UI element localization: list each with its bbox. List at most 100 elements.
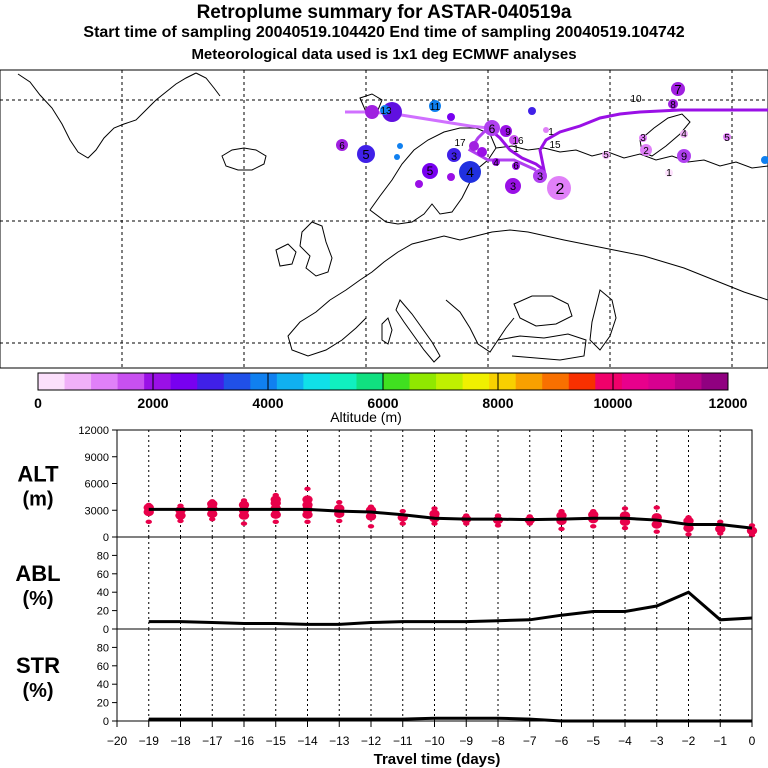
colorbar-ticks: 0 2000 4000 6000 8000 10000 12000 [34,373,748,411]
cluster-label: 4 [681,129,687,140]
cluster-label: 1 [666,168,672,179]
coastline-caspian [589,289,617,351]
cluster-circle [665,169,673,177]
str-ylabel-unit: (%) [22,680,53,702]
colorbar-cell [436,373,464,390]
alt-scatter-point [653,505,660,510]
map-frame [0,69,768,369]
altitude-colorbar: 0 2000 4000 6000 8000 10000 12000 Altitude (m) [34,372,748,425]
colorbar-tick-label: 12000 [709,395,748,411]
cluster-circle [365,105,379,119]
retroplume-map: 7 10 8 13 11 6 5 17 4 5 3 3 3 2 6 1 15 3… [0,69,768,369]
cluster-circle [509,135,519,145]
alt-scatter-point [429,509,440,519]
coastline-balkans [445,299,515,353]
coastline-turkey [497,333,587,361]
colorbar-tick-label: 2000 [137,395,168,411]
x-tick-label: −15 [266,734,287,748]
coastlines [17,72,768,363]
x-tick-label: −2 [682,734,696,748]
str-ytick-label: 0 [103,716,109,728]
alt-panel: 0 3000 6000 9000 12000 ALT(m) [17,425,758,544]
alt-scatter-point [431,506,438,511]
cluster-label: 10 [630,94,642,105]
cluster-label: 5 [362,147,369,162]
colorbar-tick-label: 4000 [252,395,283,411]
colorbar-cell [356,373,384,390]
alt-scatter-point [270,495,281,504]
colorbar-cell [568,373,596,390]
x-tick-label: −18 [170,734,191,748]
colorbar-cell [383,373,411,390]
alt-scatter-point [715,524,726,534]
colorbar-cell [38,373,66,390]
str-ytick-label: 40 [97,679,109,691]
alt-scatter-point [526,514,533,519]
cluster-label: 15 [549,140,561,151]
alt-scatter-point [240,498,248,503]
x-tick-label: −6 [555,734,569,748]
x-tick-label: 0 [749,734,756,748]
cluster-circle [505,178,521,194]
alt-scatter-point [240,521,248,526]
colorbar-cell [674,373,702,390]
cluster-circle [447,113,455,121]
cluster-circle [671,82,685,96]
cluster-circle [547,176,571,200]
coastline-ireland [275,243,297,267]
cluster-circle [528,107,536,115]
cluster-circle [397,143,403,149]
x-tick-label: −9 [459,734,473,748]
cluster-label: 6 [489,122,496,136]
chart-title: Retroplume summary for ASTAR-040519a [196,2,572,23]
x-tick-label: −20 [107,734,128,748]
cluster-circle [500,125,512,137]
alt-scatter-point [177,518,184,524]
x-tick-label: −3 [650,734,664,748]
alt-scatter-point [145,519,152,525]
cluster-circle [543,127,549,133]
alt-scatter-point [365,512,377,521]
alt-ytick-label: 9000 [85,452,109,464]
alt-scatter-point [399,521,406,526]
cluster-labels: 7 10 8 13 11 6 5 17 4 5 3 3 3 2 6 1 15 3… [339,82,730,198]
x-tick-label: −10 [424,734,445,748]
time-series-panels: 030006000900012000ALT(m)020406080ABL(%)0… [15,425,758,728]
coastline-greenland [17,72,197,159]
alt-scatter-point [590,524,597,529]
abl-ylabel-unit: (%) [22,588,53,610]
cluster-label: 13 [380,106,392,117]
alt-ytick-label: 12000 [78,425,109,437]
alt-ytick-label: 0 [103,532,109,544]
alt-series-line [148,507,753,530]
cluster-circle [415,180,423,188]
abl-ytick-label: 40 [97,587,109,599]
alt-ytick-label: 6000 [85,479,109,491]
alt-scatter-point [238,500,250,510]
cluster-label: 1 [513,144,519,155]
colorbar-tick-label: 6000 [367,395,398,411]
colorbar-cell [595,373,623,390]
cluster-circle [477,147,487,157]
colorbar-cell [197,373,225,390]
alt-scatter-point [653,529,660,534]
cluster-label: 2 [643,146,649,157]
colorbar-cell [409,373,437,390]
cluster-circle [380,105,390,115]
x-tick-label: −7 [523,734,537,748]
cluster-circle [761,156,768,164]
alt-scatter-point [621,525,629,531]
cluster-circle [422,163,438,179]
cluster-circle [447,148,461,162]
cluster-label: 3 [451,151,457,163]
cluster-label: 7 [674,82,681,97]
coastline-svalbard [359,93,383,113]
alt-scatter-point [558,526,565,532]
alt-scatter-point [431,521,438,526]
alt-scatter-point [304,486,311,492]
colorbar-cell [91,373,119,390]
cluster-circle [668,99,678,109]
alt-scatter-point [336,518,343,524]
cluster-label: 2 [556,181,565,198]
